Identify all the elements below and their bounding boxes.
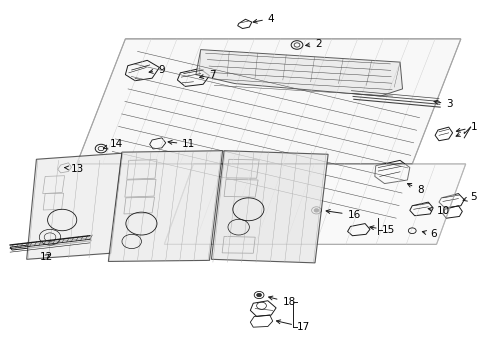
Text: 15: 15 bbox=[369, 225, 394, 235]
Text: 14: 14 bbox=[103, 139, 122, 149]
Text: 5: 5 bbox=[462, 192, 476, 202]
Circle shape bbox=[256, 293, 261, 297]
Text: 11: 11 bbox=[168, 139, 195, 149]
Polygon shape bbox=[196, 50, 402, 96]
Polygon shape bbox=[77, 39, 460, 164]
Polygon shape bbox=[211, 151, 327, 263]
Text: 12: 12 bbox=[39, 252, 52, 262]
Text: 7: 7 bbox=[199, 69, 216, 80]
Text: 3: 3 bbox=[433, 99, 452, 109]
Text: 16: 16 bbox=[325, 210, 360, 220]
Text: 2: 2 bbox=[305, 39, 321, 49]
Polygon shape bbox=[164, 164, 465, 244]
Text: 4: 4 bbox=[253, 14, 274, 23]
Text: 17: 17 bbox=[276, 320, 309, 332]
Text: 10: 10 bbox=[427, 206, 449, 216]
Text: 9: 9 bbox=[149, 65, 164, 75]
Text: 1: 1 bbox=[455, 122, 476, 132]
Polygon shape bbox=[27, 153, 122, 259]
Text: 13: 13 bbox=[64, 163, 83, 174]
Text: 6: 6 bbox=[422, 229, 436, 239]
Text: 8: 8 bbox=[407, 184, 423, 195]
Polygon shape bbox=[108, 151, 222, 261]
Circle shape bbox=[313, 208, 318, 212]
Text: 18: 18 bbox=[268, 296, 295, 307]
